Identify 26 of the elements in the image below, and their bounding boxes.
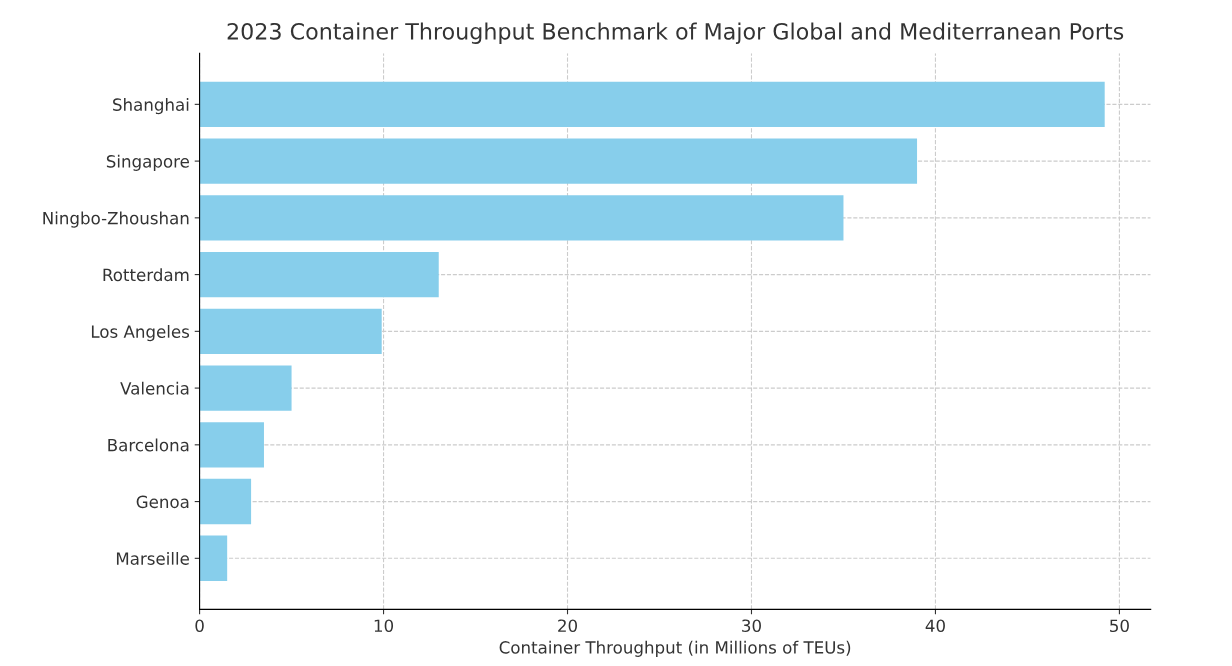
- y-tick-label: Shanghai: [113, 98, 189, 115]
- x-tick-label: 50: [1110, 619, 1129, 633]
- y-tick-label: Singapore: [106, 154, 189, 171]
- x-tick-label: 10: [374, 619, 394, 633]
- y-tick-label: Rotterdam: [103, 268, 189, 282]
- bar: [199, 422, 264, 468]
- bar: [199, 308, 382, 355]
- bar: [199, 535, 228, 582]
- x-tick-label: 20: [558, 619, 578, 633]
- y-tick-label: Valencia: [120, 381, 189, 395]
- bar: [199, 138, 918, 184]
- bar: [199, 251, 439, 298]
- bar: [199, 365, 292, 411]
- x-tick-label: 30: [742, 619, 761, 633]
- y-tick-label: Los Angeles: [91, 325, 190, 342]
- chart-title: 2023 Container Throughput Benchmark of Major Global and Mediterranean Ports: [227, 22, 1124, 45]
- y-tick-label: Marseille: [116, 551, 189, 565]
- y-tick-label: Genoa: [136, 495, 189, 509]
- bar: [199, 195, 844, 241]
- x-tick-label: 40: [925, 619, 945, 633]
- bar: [199, 478, 252, 525]
- y-tick-label: Ningbo-Zhoushan: [43, 211, 189, 228]
- bar: [199, 81, 1105, 128]
- x-tick-label: 0: [195, 619, 204, 633]
- x-axis-title: Container Throughput (in Millions of TEUs): [499, 640, 851, 657]
- y-tick-label: Barcelona: [108, 438, 189, 452]
